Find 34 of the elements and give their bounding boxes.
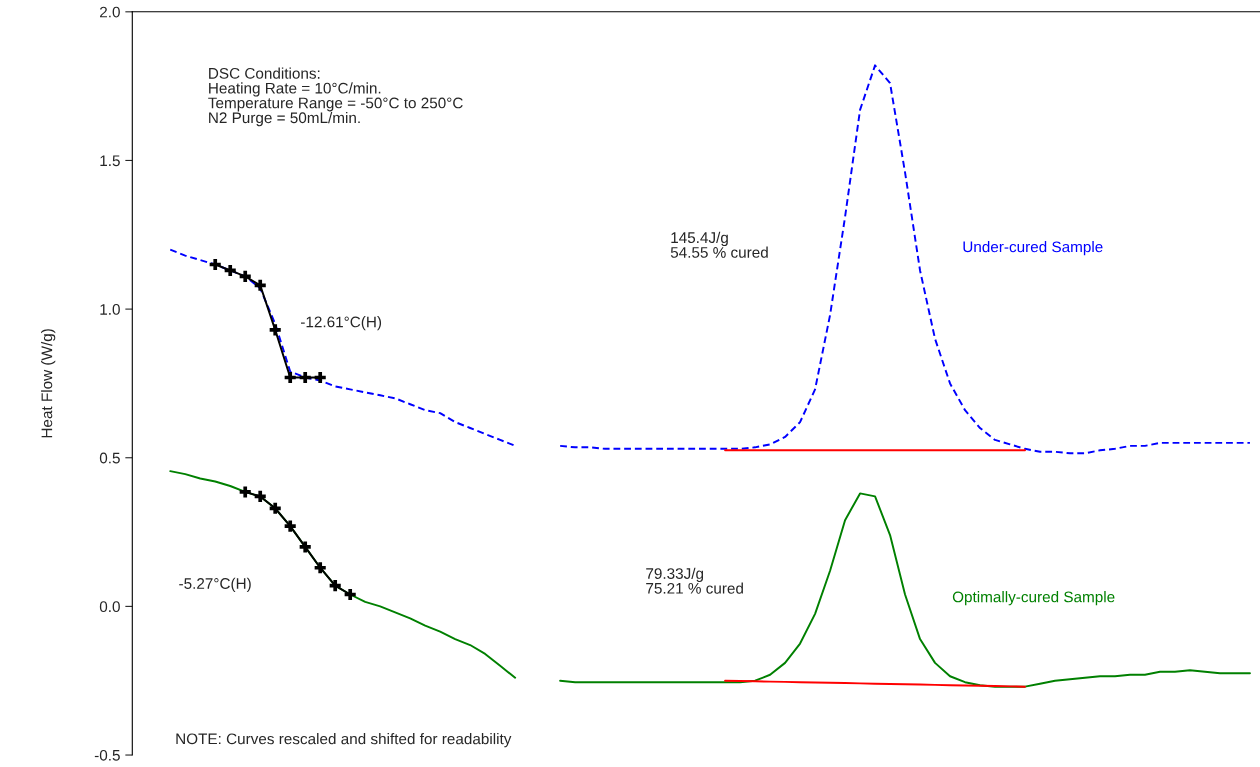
annotation: -5.27°C(H) <box>179 577 251 592</box>
point <box>224 264 236 277</box>
point <box>299 541 311 553</box>
line-series <box>559 64 1251 455</box>
y-tick-label: 1.0 <box>100 303 120 315</box>
point <box>344 588 356 601</box>
point <box>284 520 296 532</box>
point <box>299 371 311 384</box>
line-series <box>169 248 517 447</box>
y-tick-label: 0.0 <box>99 601 120 613</box>
annotation: 145.4J/g 54.55 % cured <box>670 231 768 258</box>
y-tick-label: 2.0 <box>100 6 120 18</box>
annotation: DSC Conditions: Heating Rate = 10°C/min. Temperature Range = -50°C to 250°C N2 Purge = 50mL/min. <box>208 67 463 127</box>
annotation: NOTE: Curves rescaled and shifted for readability <box>176 733 512 748</box>
point <box>239 270 251 282</box>
point <box>284 371 296 384</box>
point <box>269 502 281 514</box>
y-tick-label: 1.5 <box>100 155 120 167</box>
line-series <box>559 492 1251 688</box>
point <box>209 258 221 271</box>
point <box>239 486 251 498</box>
y-tick-label: 0.5 <box>99 452 120 464</box>
point <box>269 324 281 336</box>
annotation: -12.61°C(H) <box>301 316 382 331</box>
point <box>329 580 341 592</box>
point <box>254 279 266 291</box>
y-axis-title: Heat Flow (W/g) <box>41 329 56 438</box>
annotation: 79.33J/g 75.21 % cured <box>646 567 743 594</box>
text: Under-cured Sample <box>963 241 1103 256</box>
point <box>254 490 266 502</box>
y-tick-label: -0.5 <box>94 749 120 761</box>
point <box>314 562 326 574</box>
point <box>314 371 326 384</box>
text: Optimally-cured Sample <box>952 591 1115 606</box>
